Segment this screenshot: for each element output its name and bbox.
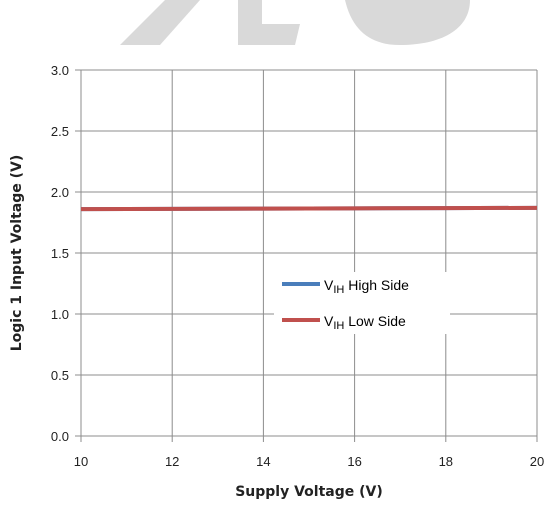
series-layer [80,205,538,212]
y-tick-label: 0.5 [51,368,69,383]
logo-watermark-l-shape [238,0,300,45]
y-tick-label: 1.0 [51,307,69,322]
y-tick-label: 1.5 [51,246,69,261]
y-tick-label: 0.0 [51,429,69,444]
legend: VIH High Side VIH Low Side [274,272,450,334]
legend-label-high-side: VIH High Side [324,277,409,296]
logo-watermark [120,0,470,45]
y-tick-label: 3.0 [51,63,69,78]
grid [75,69,538,442]
x-axis-ticks: 10 12 14 16 18 20 [74,454,544,469]
y-tick-label: 2.5 [51,124,69,139]
x-tick-label: 18 [439,454,453,469]
x-tick-label: 12 [165,454,179,469]
x-tick-label: 20 [530,454,544,469]
y-axis-title: Logic 1 Input Voltage (V) [9,155,25,352]
legend-label-low-side: VIH Low Side [324,313,406,332]
y-axis-ticks: 0.0 0.5 1.0 1.5 2.0 2.5 3.0 [51,63,69,444]
logo-watermark-arc [345,0,470,45]
y-tick-label: 2.0 [51,185,69,200]
series-line-low-side [80,205,538,212]
x-tick-label: 10 [74,454,88,469]
x-tick-label: 16 [347,454,361,469]
x-axis-title: Supply Voltage (V) [235,484,383,500]
logo-watermark-chevron [120,0,200,45]
x-tick-label: 14 [256,454,270,469]
